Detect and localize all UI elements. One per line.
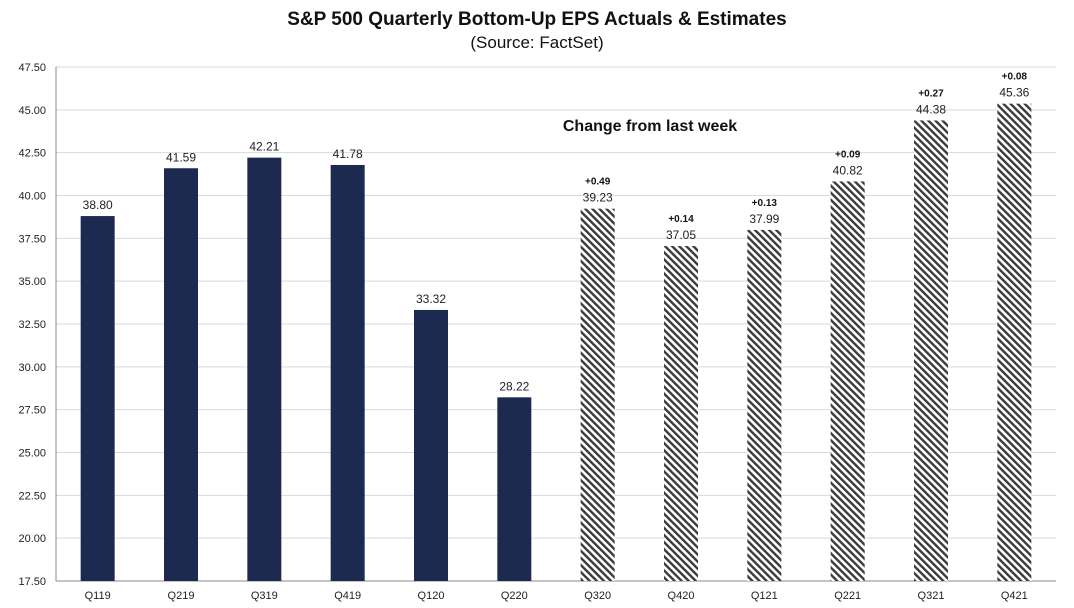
gridlines (55, 66, 1056, 582)
bar-q321 (914, 120, 948, 582)
data-labels: 38.80 41.59 42.21 41.78 33.32 28.22 39.23 +0.49… (83, 72, 1030, 394)
y-tick-label: 20.00 (18, 533, 46, 545)
y-tick-label: 27.50 (18, 405, 46, 417)
value-label-q420: 37.05 (666, 228, 696, 242)
bar-q420 (664, 246, 698, 581)
value-label-q219: 41.59 (166, 150, 196, 164)
y-tick-label: 45.00 (18, 105, 46, 117)
y-axis-ticks: 17.50 20.00 22.50 25.00 27.50 30.00 32.50 35.00… (18, 62, 46, 588)
y-tick-label: 17.50 (18, 576, 46, 588)
value-label-q419: 41.78 (333, 147, 363, 161)
chart-subtitle: (Source: FactSet) (470, 33, 603, 52)
value-label-q321: 44.38 (916, 102, 946, 116)
value-label-q120: 33.32 (416, 292, 446, 306)
change-label-q221: +0.09 (835, 149, 861, 160)
bar-q121 (747, 229, 782, 582)
y-tick-label: 32.50 (18, 319, 46, 331)
x-tick-q220: Q220 (501, 590, 528, 602)
bar-q120 (414, 309, 448, 581)
bar-q419 (330, 165, 365, 581)
bars (80, 103, 1032, 582)
x-tick-q419: Q419 (334, 590, 361, 602)
value-label-q119: 38.80 (83, 198, 113, 212)
change-label-q421: +0.08 (1002, 72, 1028, 83)
value-label-q319: 42.21 (249, 140, 279, 154)
bar-q219 (164, 168, 198, 581)
value-label-q421: 45.36 (999, 86, 1029, 100)
bar-q421 (997, 103, 1032, 581)
chart-title: S&P 500 Quarterly Bottom-Up EPS Actuals … (287, 9, 786, 30)
x-tick-q320: Q320 (584, 590, 611, 602)
change-label-q420: +0.14 (668, 214, 694, 225)
bar-q119 (80, 216, 115, 581)
change-annotation: Change from last week (563, 118, 737, 135)
x-tick-q319: Q319 (251, 590, 278, 602)
x-axis-ticks: Q119 Q219 Q319 Q419 Q120 Q220 Q320 Q420 Q121 Q221… (85, 590, 1028, 602)
y-tick-label: 42.50 (18, 148, 46, 160)
bar-q320 (580, 208, 615, 581)
bar-q221 (830, 181, 865, 581)
change-label-q321: +0.27 (918, 88, 944, 99)
x-tick-q120: Q120 (418, 590, 445, 602)
change-label-q320: +0.49 (585, 177, 611, 188)
y-tick-label: 35.00 (18, 276, 46, 288)
x-tick-q121: Q121 (751, 590, 778, 602)
x-tick-q221: Q221 (834, 590, 861, 602)
change-label-q121: +0.13 (752, 198, 778, 209)
y-tick-label: 25.00 (18, 448, 46, 460)
x-tick-q219: Q219 (168, 590, 195, 602)
y-tick-label: 22.50 (18, 490, 46, 502)
x-tick-q321: Q321 (918, 590, 945, 602)
x-tick-q420: Q420 (668, 590, 695, 602)
y-tick-label: 47.50 (18, 62, 46, 74)
bar-q220 (497, 397, 532, 581)
value-label-q221: 40.82 (833, 163, 863, 177)
value-label-q320: 39.23 (583, 191, 613, 205)
x-tick-q119: Q119 (85, 590, 111, 602)
bar-q319 (247, 157, 282, 582)
value-label-q121: 37.99 (749, 212, 779, 226)
value-label-q220: 28.22 (499, 379, 529, 393)
y-tick-label: 30.00 (18, 362, 46, 374)
y-tick-label: 40.00 (18, 191, 46, 203)
y-tick-label: 37.50 (18, 233, 46, 245)
x-tick-q421: Q421 (1001, 590, 1028, 602)
